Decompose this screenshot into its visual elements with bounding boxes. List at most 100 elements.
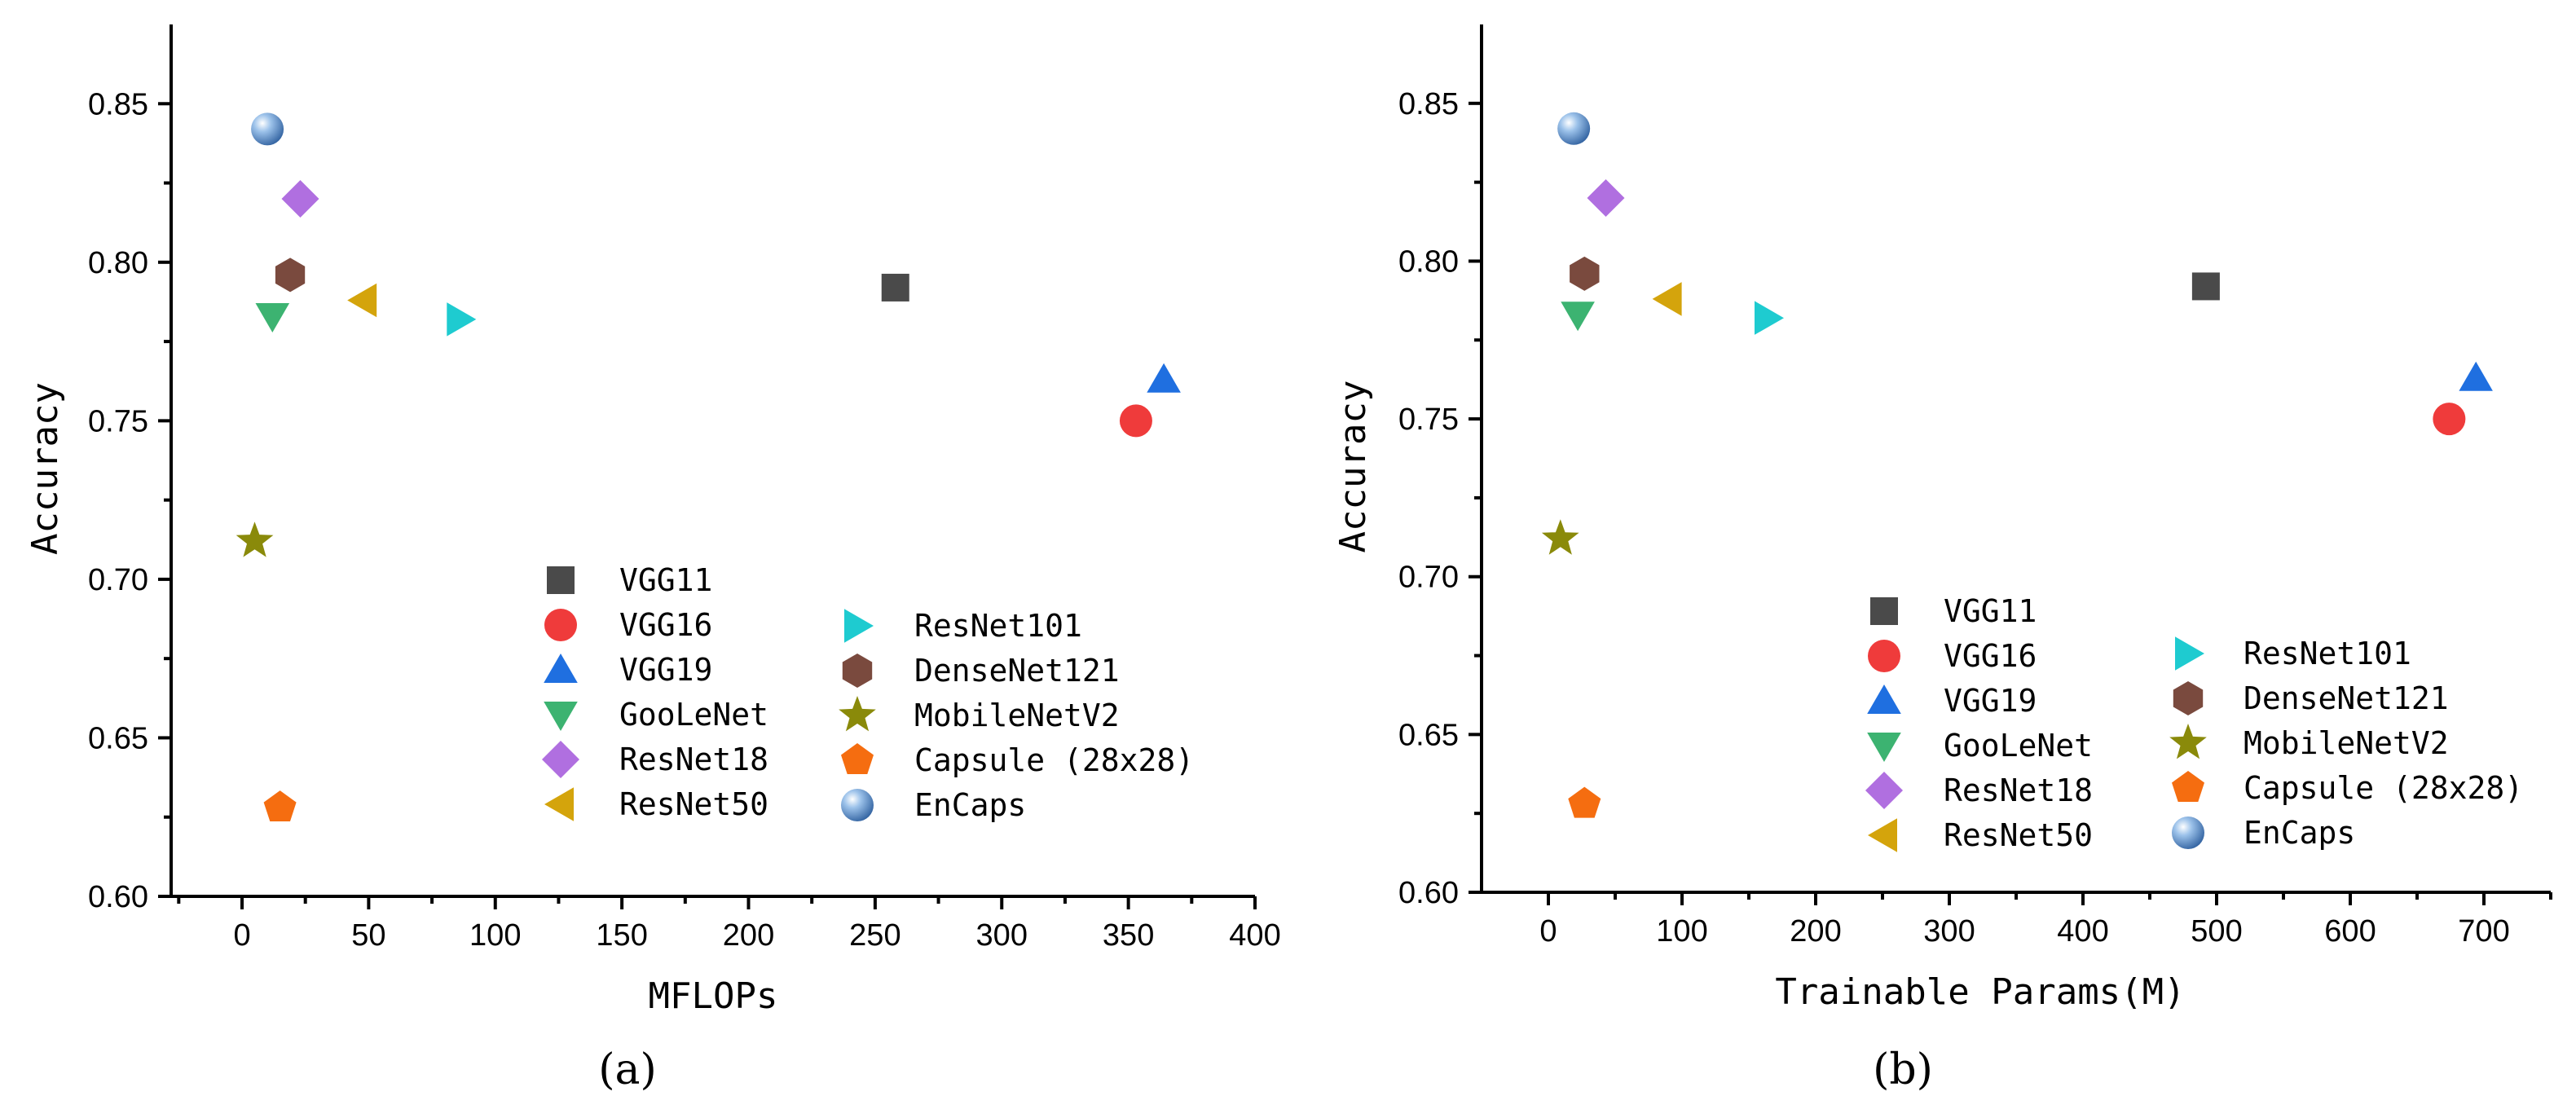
y-tick-label: 0.80	[1398, 244, 1459, 279]
legend-marker-densenet121	[842, 654, 873, 688]
point-goolenet	[255, 303, 290, 332]
y-tick-label: 0.65	[1398, 718, 1459, 752]
caption-a: (a)	[598, 1045, 657, 1094]
y-tick-label: 0.70	[88, 563, 148, 597]
legend-marker-vgg19	[1867, 684, 1901, 714]
legend-label-vgg19: VGG19	[619, 652, 712, 688]
legend-marker-goolenet	[1867, 733, 1901, 762]
legend-label-capsule-28x28: Capsule (28x28)	[2244, 770, 2523, 806]
point-densenet121	[275, 257, 306, 293]
legend-marker-resnet101	[844, 609, 874, 643]
x-tick-label: 300	[1923, 914, 1975, 949]
y-axis-title: Accuracy	[24, 382, 66, 555]
legend-marker-goolenet	[544, 702, 578, 731]
legend-label-resnet101: ResNet101	[914, 608, 1082, 644]
x-tick-label: 350	[1103, 918, 1154, 953]
legend-marker-vgg11	[1870, 597, 1898, 625]
legend-label-encaps: EnCaps	[2244, 815, 2355, 851]
y-tick-label: 0.80	[88, 246, 148, 280]
y-tick-label: 0.60	[88, 880, 148, 914]
legend-label-mobilenetv2: MobileNetV2	[2244, 725, 2449, 761]
y-tick-label: 0.65	[88, 721, 148, 755]
y-tick-label: 0.85	[1398, 87, 1459, 121]
x-tick-label: 600	[2324, 914, 2376, 949]
point-capsule-28x28	[263, 790, 297, 821]
panel-b: 0.60 0.65 0.70 0.75 0.80 0.85 0 100 200 300 400 500…	[1332, 24, 2552, 1013]
x-tick-label: 300	[976, 918, 1028, 953]
panel-a: 0.60 0.65 0.70 0.75 0.80 0.85 0 50 100 150 200 250 3…	[24, 24, 1281, 1017]
x-tick-label: 400	[1229, 918, 1280, 953]
legend-label-densenet121: DenseNet121	[2244, 680, 2449, 716]
point-mobilenetv2	[1541, 519, 1579, 555]
x-tick-label: 0	[233, 918, 250, 953]
legend-label-vgg19: VGG19	[1944, 683, 2037, 719]
point-goolenet	[1561, 302, 1595, 332]
point-vgg16	[2433, 403, 2466, 436]
legend-marker-vgg11	[547, 566, 575, 594]
legend-marker-resnet50	[544, 787, 574, 821]
legend-marker-mobilenetv2	[839, 696, 876, 732]
legend-marker-resnet50	[1868, 818, 1897, 852]
point-resnet101	[1755, 301, 1784, 335]
point-vgg11	[2191, 272, 2220, 301]
legend-marker-resnet101	[2175, 636, 2204, 671]
legend-marker-vgg16	[544, 609, 577, 641]
legend-label-resnet18: ResNet18	[1944, 772, 2093, 808]
x-tick-label: 100	[1656, 914, 1707, 949]
point-mobilenetv2	[236, 522, 274, 557]
legend-label-vgg16: VGG16	[619, 607, 712, 643]
legend-label-goolenet: GooLeNet	[1944, 728, 2093, 764]
legend-label-resnet18: ResNet18	[619, 742, 768, 777]
point-vgg19	[2459, 361, 2493, 391]
x-tick-label: 250	[849, 918, 900, 953]
point-densenet121	[1570, 256, 1600, 291]
point-resnet18	[1587, 179, 1625, 217]
legend-label-mobilenetv2: MobileNetV2	[914, 698, 1120, 733]
x-axis-title: MFLOPs	[649, 975, 778, 1017]
legend-label-vgg16: VGG16	[1944, 638, 2037, 674]
legend-label-resnet101: ResNet101	[2244, 636, 2411, 671]
legend-label-encaps: EnCaps	[914, 787, 1026, 823]
point-vgg11	[881, 273, 909, 302]
x-tick-label: 200	[1790, 914, 1841, 949]
x-tick-label: 50	[351, 918, 385, 953]
point-resnet50	[1652, 282, 1682, 316]
y-tick-label: 0.75	[1398, 403, 1459, 437]
legend-label-vgg11: VGG11	[619, 562, 712, 598]
legend-label-densenet121: DenseNet121	[914, 653, 1120, 689]
legend-marker-capsule-28x28	[2172, 771, 2204, 802]
point-encaps	[1557, 112, 1591, 145]
point-vgg16	[1119, 404, 1152, 438]
caption-b: (b)	[1873, 1045, 1933, 1094]
y-tick-label: 0.85	[88, 87, 148, 121]
legend-label-goolenet: GooLeNet	[619, 697, 768, 733]
point-capsule-28x28	[1568, 786, 1601, 818]
legend-label-resnet50: ResNet50	[619, 786, 768, 822]
legend-marker-densenet121	[2173, 681, 2204, 715]
legend-marker-encaps	[2172, 816, 2204, 849]
point-resnet50	[347, 283, 377, 318]
x-tick-label: 150	[596, 918, 647, 953]
legend-marker-resnet18	[1865, 772, 1903, 809]
point-resnet101	[447, 302, 477, 337]
point-resnet18	[281, 180, 319, 218]
y-tick-label: 0.60	[1398, 876, 1459, 910]
legend-marker-encaps	[841, 789, 874, 821]
y-tick-label: 0.75	[88, 404, 148, 438]
x-tick-label: 400	[2057, 914, 2108, 949]
legend-label-capsule-28x28: Capsule (28x28)	[914, 742, 1194, 778]
legend-marker-capsule-28x28	[841, 743, 874, 774]
point-encaps	[251, 112, 284, 146]
legend-marker-resnet18	[542, 741, 579, 778]
x-tick-label: 0	[1539, 914, 1557, 949]
x-tick-label: 500	[2191, 914, 2242, 949]
legend-label-vgg11: VGG11	[1944, 593, 2037, 629]
x-tick-label: 200	[723, 918, 774, 953]
legend-marker-vgg19	[544, 654, 578, 683]
legend-label-resnet50: ResNet50	[1944, 817, 2093, 853]
legend-marker-vgg16	[1868, 640, 1900, 672]
y-axis-title: Accuracy	[1332, 381, 1374, 553]
x-tick-label: 100	[469, 918, 521, 953]
y-tick-label: 0.70	[1398, 561, 1459, 595]
